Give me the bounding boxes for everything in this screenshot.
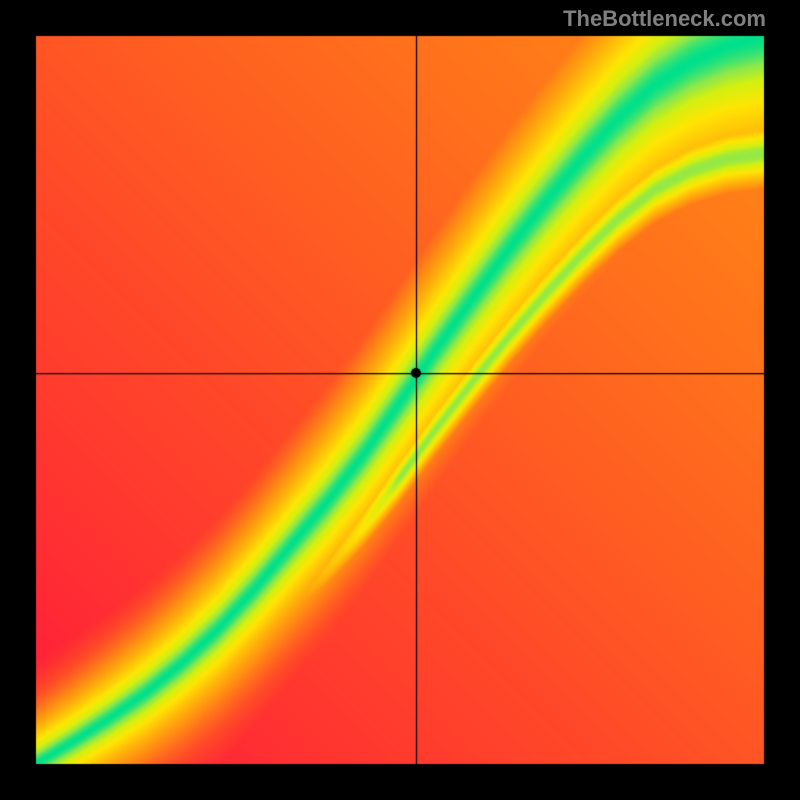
chart-container: TheBottleneck.com	[0, 0, 800, 800]
watermark-text: TheBottleneck.com	[563, 6, 766, 32]
bottleneck-heatmap	[0, 0, 800, 800]
